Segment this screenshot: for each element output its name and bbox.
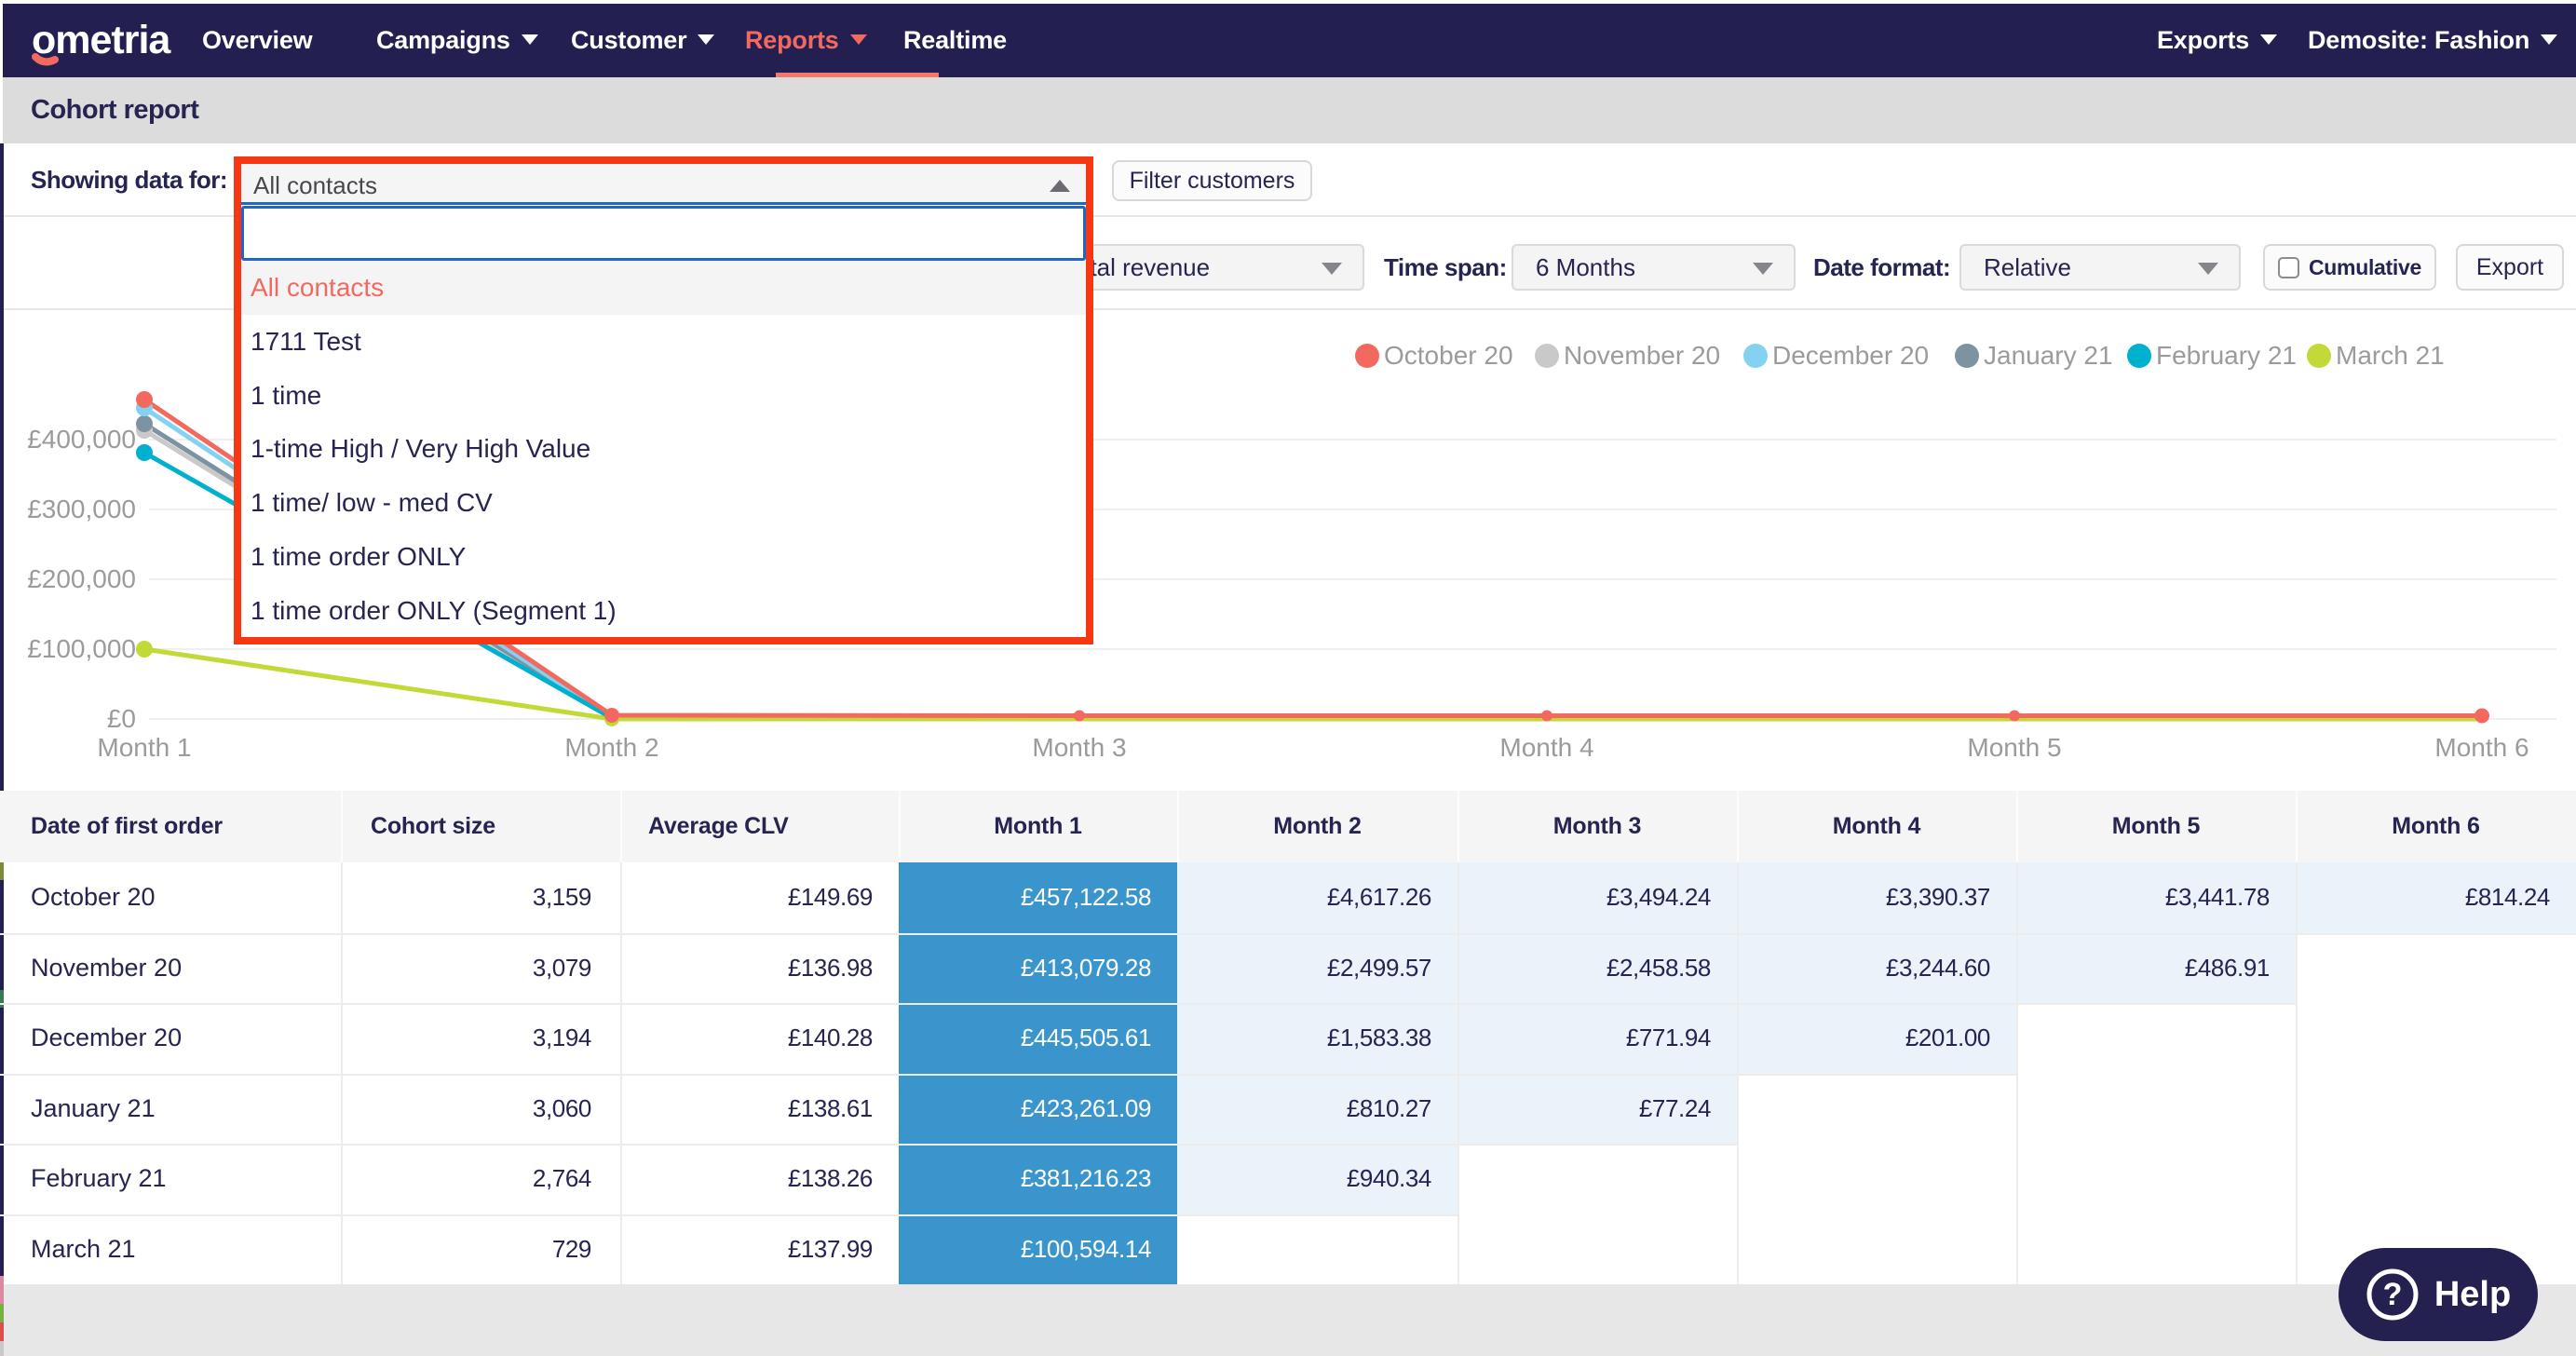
svg-text:March 21: March 21 [2336,341,2445,370]
svg-text:Month 4: Month 4 [1499,733,1593,762]
svg-text:Month 6: Month 6 [2434,733,2529,762]
svg-text:£400,000: £400,000 [27,425,136,454]
svg-text:£300,000: £300,000 [27,495,136,523]
svg-text:£100,000: £100,000 [27,634,136,663]
svg-text:November 20: November 20 [1564,341,1720,370]
svg-text:October 20: October 20 [1384,341,1513,370]
svg-text:Month 2: Month 2 [564,733,658,762]
svg-text:Month 3: Month 3 [1032,733,1126,762]
svg-text:£200,000: £200,000 [27,564,136,593]
svg-text:Month 1: Month 1 [97,733,191,762]
svg-text:?: ? [2382,1277,2402,1312]
svg-text:January 21: January 21 [1984,341,2113,370]
svg-text:December 20: December 20 [1772,341,1929,370]
svg-text:£0: £0 [107,704,136,733]
svg-text:Month 5: Month 5 [1967,733,2061,762]
svg-text:February 21: February 21 [2156,341,2297,370]
